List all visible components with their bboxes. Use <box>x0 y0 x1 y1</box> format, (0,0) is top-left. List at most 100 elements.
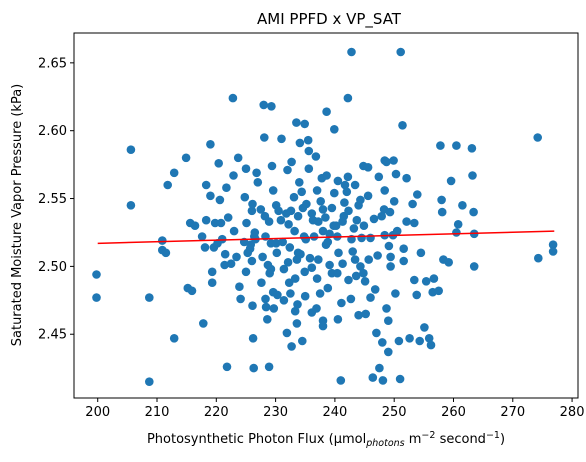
scatter-point <box>377 211 387 221</box>
scatter-point <box>267 102 276 111</box>
scatter-point <box>348 247 358 256</box>
scatter-point <box>226 259 236 269</box>
scatter-point <box>229 171 238 180</box>
scatter-point <box>315 289 325 298</box>
scatter-point <box>378 338 387 347</box>
scatter-point <box>366 293 375 302</box>
scatter-point <box>285 243 295 252</box>
scatter-point <box>248 334 258 343</box>
scatter-point <box>426 340 436 350</box>
scatter-point <box>420 323 429 332</box>
scatter-point <box>272 248 282 258</box>
scatter-point <box>349 224 359 233</box>
y-axis-ticks: 2.45 2.50 2.55 2.60 2.65 <box>38 56 74 343</box>
scatter-point <box>452 228 461 237</box>
scatter-point <box>436 141 445 150</box>
x-tick-label: 200 <box>85 405 110 420</box>
scatter-point <box>405 334 414 343</box>
scatter-point <box>330 188 339 198</box>
scatter-point <box>410 275 419 285</box>
x-axis-ticks: 200 210 220 230 240 250 260 270 280 <box>85 398 584 420</box>
scatter-point <box>279 264 289 274</box>
x-label-sub: photons <box>365 438 404 449</box>
scatter-point <box>384 347 393 357</box>
scatter-point <box>293 211 303 221</box>
scatter-point <box>305 253 315 263</box>
x-label-sup2: −1 <box>486 430 500 441</box>
scatter-point <box>92 293 101 302</box>
scatter-point <box>287 342 296 351</box>
scatter-point <box>374 172 384 182</box>
scatter-point <box>292 319 302 328</box>
scatter-point <box>467 144 477 153</box>
scatter-point <box>357 233 366 243</box>
scatter-point <box>257 278 266 288</box>
scatter-point <box>232 252 241 262</box>
x-tick-label: 260 <box>441 405 466 420</box>
scatter-point <box>392 226 402 236</box>
scatter-point <box>200 243 210 252</box>
scatter-point <box>548 240 558 249</box>
scatter-point <box>322 171 331 180</box>
scatter-point <box>364 255 374 264</box>
x-label-sup1: −2 <box>421 430 435 441</box>
scatter-point <box>396 47 406 57</box>
scatter-point <box>264 217 274 226</box>
scatter-point <box>346 294 356 304</box>
scatter-point <box>190 221 200 230</box>
scatter-point <box>369 214 379 224</box>
scatter-point <box>342 187 352 197</box>
scatter-point <box>446 176 456 186</box>
scatter-point <box>548 247 558 256</box>
scatter-point <box>267 161 277 171</box>
scatter-point <box>398 121 407 130</box>
scatter-point <box>391 289 400 298</box>
scatter-point <box>424 334 434 343</box>
x-label-post2: ) <box>500 432 505 447</box>
scatter-point <box>217 234 227 244</box>
scatter-point <box>533 133 542 142</box>
scatter-point <box>201 180 211 190</box>
scatter-point <box>534 253 543 263</box>
scatter-point <box>163 180 172 190</box>
scatter-point <box>354 310 363 320</box>
scatter-point <box>340 180 350 190</box>
scatter-point <box>437 207 447 217</box>
scatter-point <box>297 187 307 197</box>
scatter-point <box>378 376 388 385</box>
scatter-point <box>220 260 229 270</box>
scatter-point <box>468 171 477 180</box>
scatter-point <box>145 293 154 302</box>
scatter-point <box>318 226 328 236</box>
scatter-point <box>283 165 292 175</box>
scatter-point <box>197 232 207 241</box>
scatter-point <box>416 248 426 258</box>
scatter-point <box>359 268 368 278</box>
scatter-point <box>389 197 399 206</box>
scatter-point <box>356 262 365 271</box>
scatter-point <box>363 191 373 201</box>
scatter-point <box>321 213 330 222</box>
y-tick-label: 2.45 <box>38 328 67 343</box>
scatter-point <box>256 205 266 214</box>
scatter-point <box>216 218 226 228</box>
scatter-point <box>126 145 136 154</box>
scatter-point <box>338 259 347 269</box>
scatter-point <box>253 178 263 187</box>
scatter-point <box>158 236 167 245</box>
scatter-point <box>206 191 215 201</box>
scatter-point <box>307 209 317 218</box>
scatter-point <box>366 233 375 243</box>
scatter-point <box>286 206 296 216</box>
scatter-point <box>247 256 257 266</box>
x-tick-label: 280 <box>560 405 585 420</box>
scatter-point <box>169 334 179 343</box>
scatter-point <box>344 275 353 285</box>
scatter-point <box>92 270 101 279</box>
scatter-point <box>399 244 409 253</box>
scatter-point <box>458 201 467 210</box>
scatter-point <box>415 336 425 346</box>
scatter-point <box>233 153 243 163</box>
x-label-mid: m <box>405 432 422 447</box>
scatter-point <box>333 315 343 324</box>
